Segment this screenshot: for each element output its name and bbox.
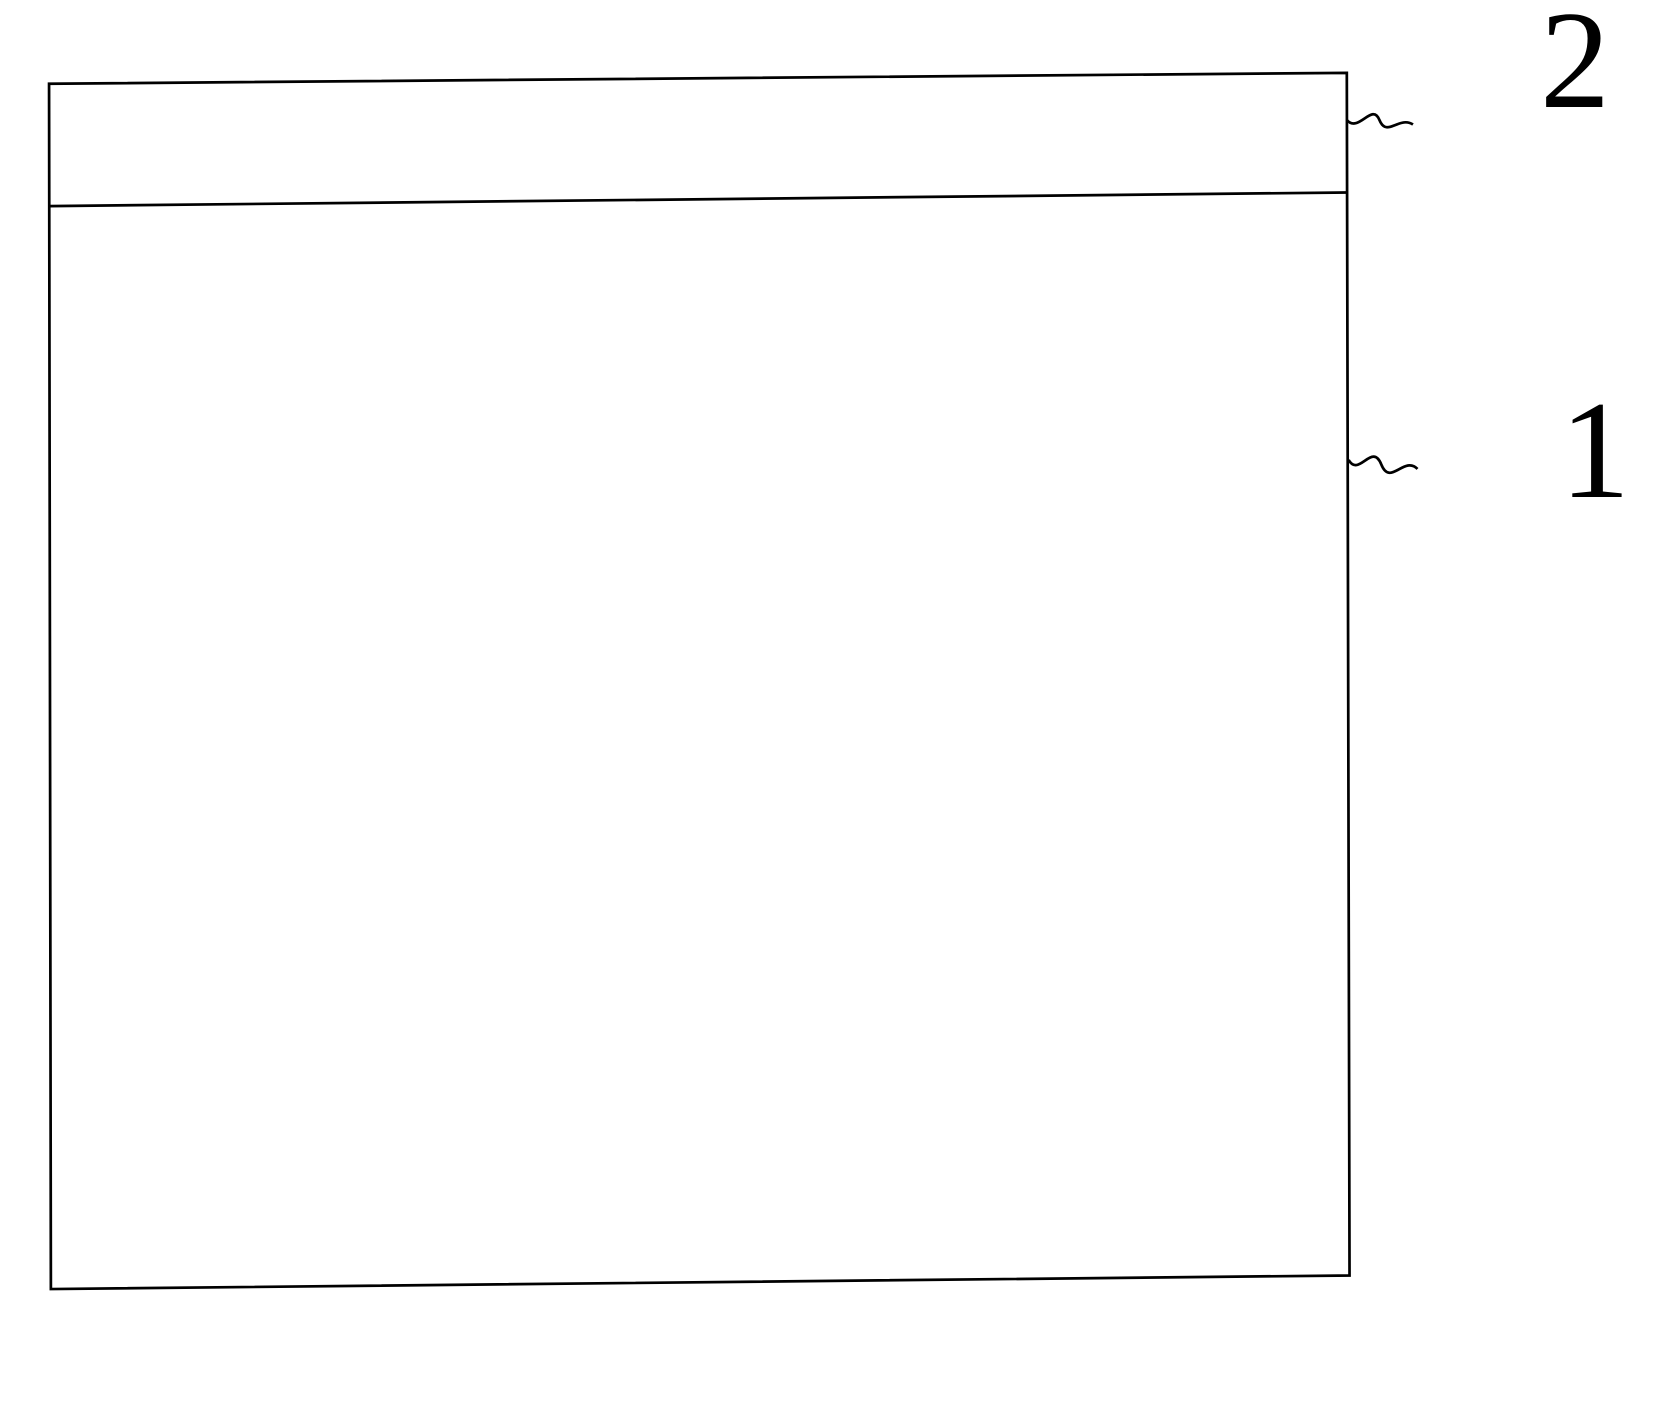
- diagram-container: [40, 20, 1490, 1380]
- label-layer-2: 2: [1540, 0, 1610, 141]
- leader-line-1: [1349, 457, 1418, 473]
- outer-boundary: [49, 73, 1349, 1289]
- layer-divider: [49, 193, 1347, 207]
- label-layer-1: 1: [1560, 370, 1630, 531]
- cross-section-svg: [40, 20, 1490, 1380]
- leader-line-2: [1347, 114, 1413, 127]
